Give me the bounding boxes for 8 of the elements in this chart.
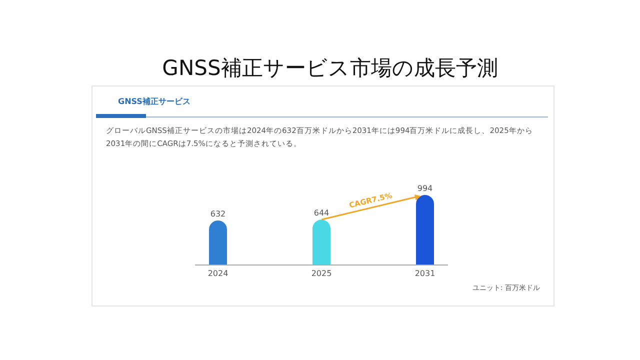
data-label: 632 bbox=[210, 209, 226, 218]
x-tick-label: 2025 bbox=[311, 269, 332, 278]
x-tick-label: 2031 bbox=[414, 269, 436, 278]
x-tick-label: 2024 bbox=[208, 269, 228, 278]
data-label: 644 bbox=[314, 208, 330, 218]
data-label: 994 bbox=[417, 184, 433, 193]
chart-title: GNSS補正サービス市場の成長予測 bbox=[162, 56, 498, 80]
chart-subtitle: GNSS補正サービス bbox=[118, 97, 190, 106]
